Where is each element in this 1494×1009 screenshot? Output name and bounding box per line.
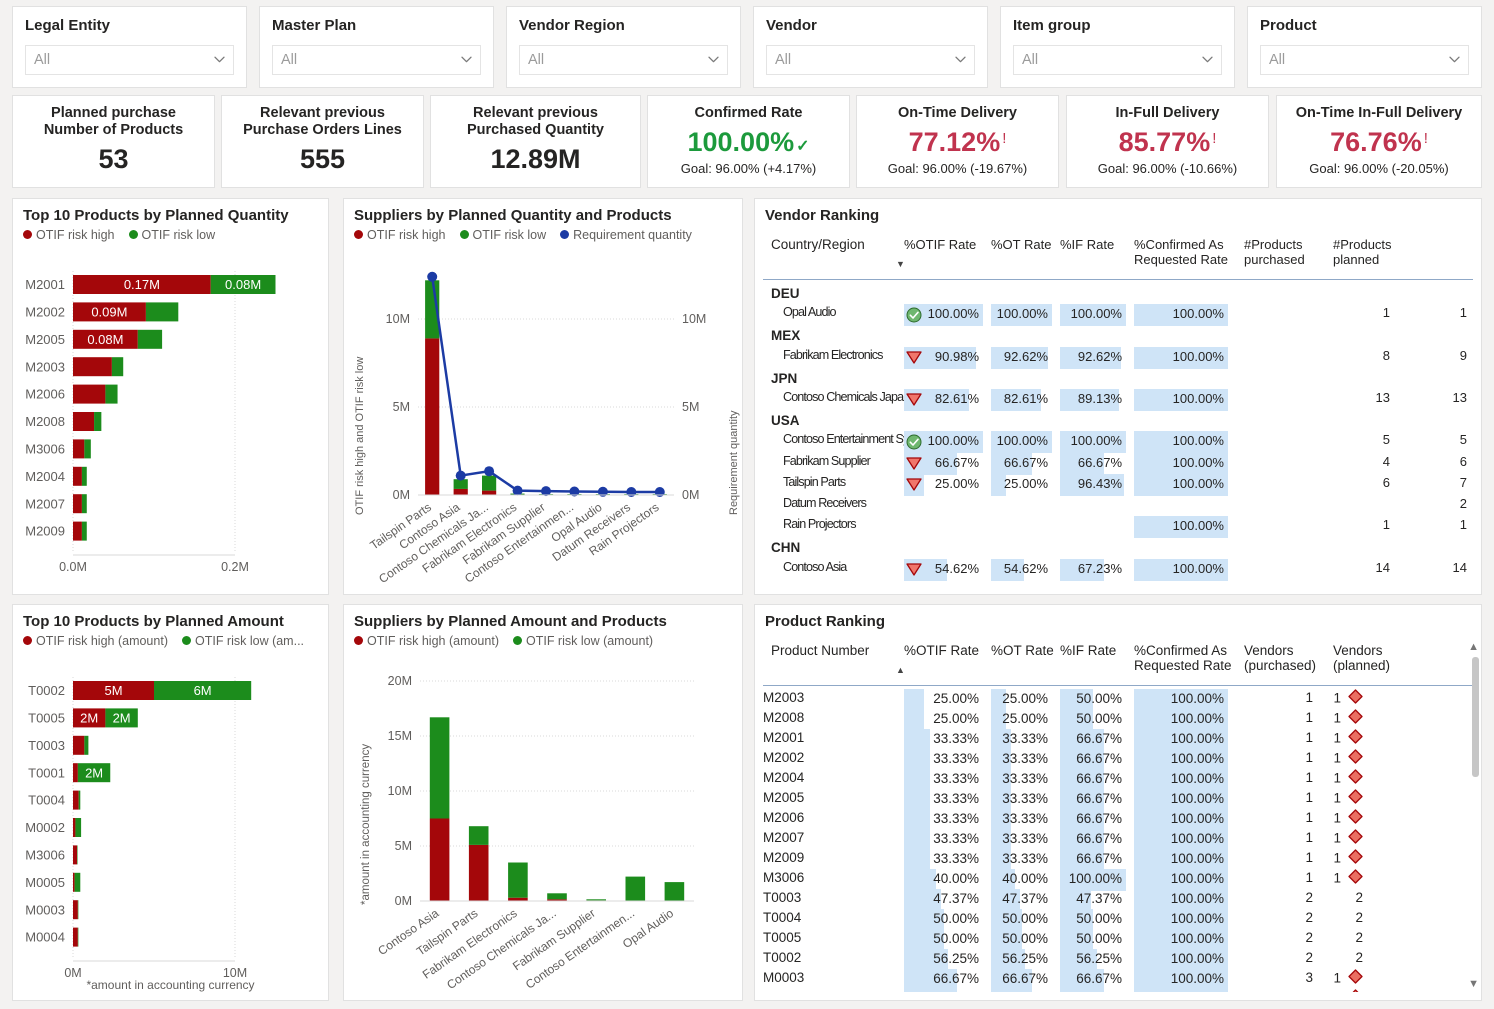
svg-text:M0005: M0005 bbox=[25, 875, 65, 890]
svg-text:10M: 10M bbox=[682, 312, 706, 326]
svg-text:M2007: M2007 bbox=[25, 496, 65, 511]
svg-text:2M: 2M bbox=[80, 711, 98, 726]
svg-text:T0004: T0004 bbox=[28, 793, 65, 808]
svg-text:T0003: T0003 bbox=[28, 738, 65, 753]
svg-text:0.08M: 0.08M bbox=[225, 277, 261, 292]
svg-text:M2005: M2005 bbox=[25, 332, 65, 347]
svg-text:M2004: M2004 bbox=[25, 469, 65, 484]
svg-text:10M: 10M bbox=[386, 312, 410, 326]
svg-text:T0001: T0001 bbox=[28, 765, 65, 780]
svg-text:M0003: M0003 bbox=[25, 902, 65, 917]
svg-text:15M: 15M bbox=[388, 729, 412, 743]
svg-text:5M: 5M bbox=[393, 400, 410, 414]
svg-text:2M: 2M bbox=[113, 711, 131, 726]
svg-text:M3006: M3006 bbox=[25, 442, 65, 457]
svg-text:M0002: M0002 bbox=[25, 820, 65, 835]
svg-text:5M: 5M bbox=[682, 400, 699, 414]
svg-text:M3006: M3006 bbox=[25, 848, 65, 863]
svg-text:M2008: M2008 bbox=[25, 414, 65, 429]
svg-text:2M: 2M bbox=[85, 765, 103, 780]
svg-text:0.08M: 0.08M bbox=[87, 332, 123, 347]
svg-text:0.09M: 0.09M bbox=[91, 305, 127, 320]
svg-text:0M: 0M bbox=[393, 488, 410, 502]
svg-text:5M: 5M bbox=[395, 839, 412, 853]
svg-text:M2002: M2002 bbox=[25, 305, 65, 320]
svg-text:M2006: M2006 bbox=[25, 387, 65, 402]
svg-text:M2009: M2009 bbox=[25, 524, 65, 539]
svg-text:M2003: M2003 bbox=[25, 359, 65, 374]
svg-text:6M: 6M bbox=[194, 683, 212, 698]
svg-text:0.2M: 0.2M bbox=[221, 560, 249, 574]
svg-text:10M: 10M bbox=[388, 784, 412, 798]
svg-text:T0005: T0005 bbox=[28, 711, 65, 726]
svg-text:5M: 5M bbox=[104, 683, 122, 698]
svg-text:0.17M: 0.17M bbox=[124, 277, 160, 292]
svg-text:0.0M: 0.0M bbox=[59, 560, 87, 574]
svg-text:M0004: M0004 bbox=[25, 930, 65, 945]
svg-text:0M: 0M bbox=[682, 488, 699, 502]
svg-text:0M: 0M bbox=[395, 894, 412, 908]
svg-text:20M: 20M bbox=[388, 674, 412, 688]
svg-text:M2001: M2001 bbox=[25, 277, 65, 292]
svg-text:T0002: T0002 bbox=[28, 683, 65, 698]
